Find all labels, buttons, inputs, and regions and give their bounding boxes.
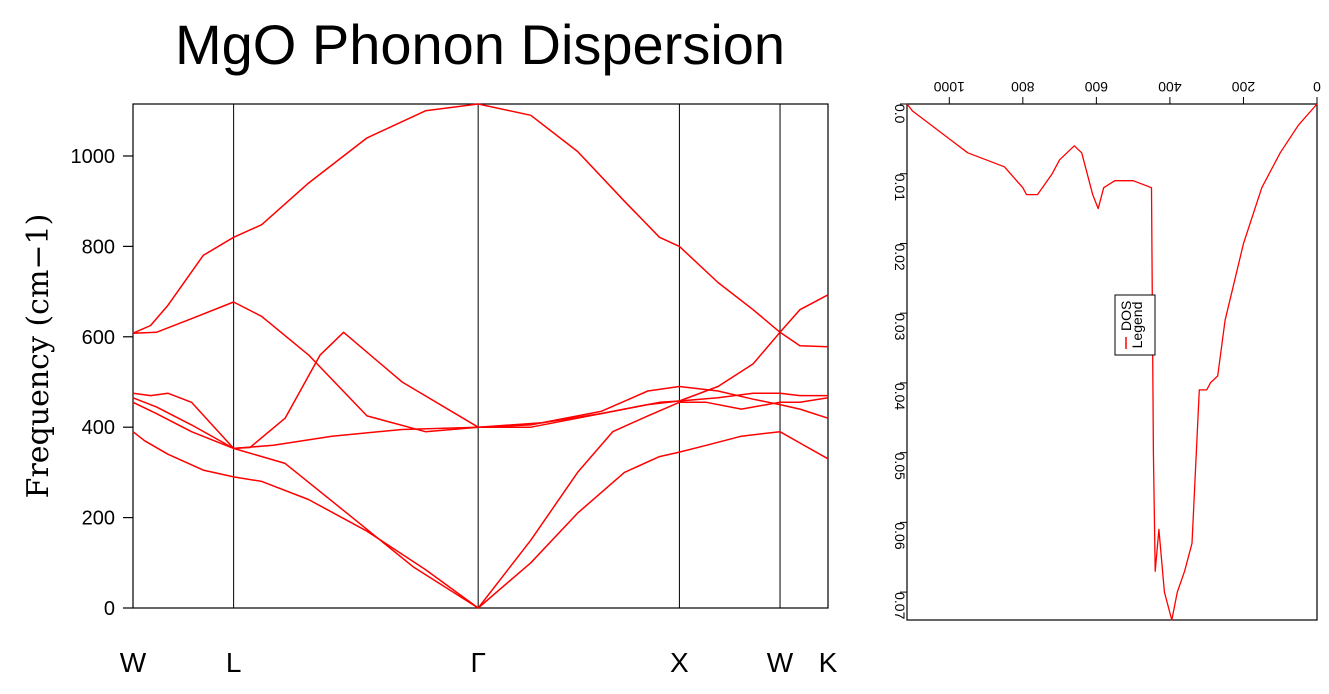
- high-symmetry-label: W: [120, 647, 147, 678]
- phonon-branch-line: [132, 301, 829, 433]
- y-tick-label: 400: [82, 417, 115, 439]
- high-symmetry-label: X: [670, 647, 689, 678]
- y-tick-label: 600: [82, 327, 115, 349]
- phonon-branch-line: [132, 430, 829, 609]
- dos-value-tick-label: 0.06: [892, 522, 908, 549]
- dos-freq-tick-label: 200: [1232, 79, 1256, 95]
- dos-freq-tick-label: 1000: [934, 79, 965, 95]
- y-tick-label: 200: [82, 508, 115, 530]
- dos-value-tick-label: 0.0: [892, 104, 908, 124]
- dos-freq-tick-label: 600: [1084, 79, 1108, 95]
- dos-plot-frame: [906, 103, 1318, 621]
- y-tick-label: 1000: [71, 146, 116, 168]
- chart-title: MgO Phonon Dispersion: [174, 13, 786, 76]
- phonon-branch-line: [132, 103, 829, 334]
- high-symmetry-label: L: [226, 647, 242, 678]
- phonon-branch-line: [132, 397, 829, 609]
- y-axis-label: Frequency (cm−1): [21, 214, 56, 499]
- dos-value-tick-label: 0.01: [892, 174, 908, 201]
- high-symmetry-label: K: [819, 647, 838, 678]
- legend-title: Legend: [1129, 302, 1145, 349]
- dos-freq-tick-label: 400: [1158, 79, 1182, 95]
- high-symmetry-label: Γ: [470, 647, 485, 678]
- legend-box: [1114, 294, 1156, 356]
- dispersion-plot-frame: [132, 103, 829, 609]
- y-tick-label: 0: [104, 598, 115, 620]
- dos-freq-tick-label: 0: [1313, 79, 1321, 95]
- dos-value-tick-label: 0.02: [892, 243, 908, 270]
- dos-value-tick-label: 0.03: [892, 313, 908, 340]
- high-symmetry-label: W: [767, 647, 794, 678]
- dos-curve: [906, 103, 1318, 621]
- phonon-branch-line: [132, 331, 829, 450]
- dos-freq-tick-label: 800: [1011, 79, 1035, 95]
- dos-value-tick-label: 0.07: [892, 592, 908, 619]
- y-tick-label: 800: [82, 236, 115, 258]
- dos-value-tick-label: 0.04: [892, 383, 908, 410]
- legend-entry: DOS: [1118, 301, 1134, 331]
- dos-value-tick-label: 0.05: [892, 453, 908, 480]
